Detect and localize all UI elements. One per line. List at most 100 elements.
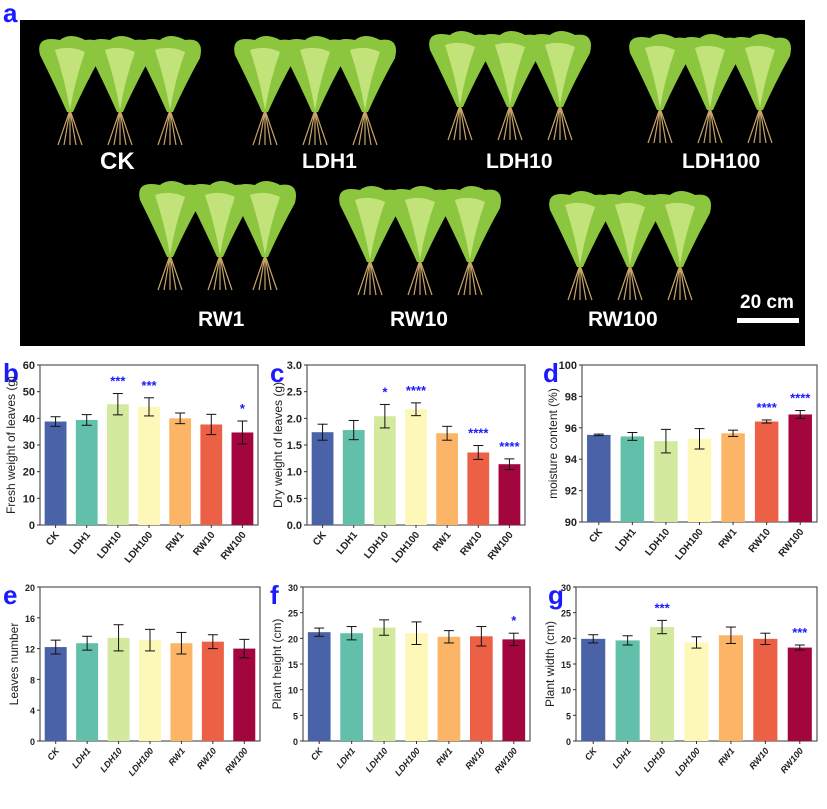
lettuce-plant <box>89 36 151 146</box>
bar-ldh1 <box>620 436 645 522</box>
y-tick-label: 0.0 <box>287 520 302 532</box>
root <box>469 259 477 296</box>
bar-ck <box>44 421 67 525</box>
bar-rw100 <box>231 432 254 525</box>
chart-b: 0 10 20 30 40 50 60 Fresh weight of leaves (g) C… <box>4 360 259 566</box>
root <box>264 254 278 291</box>
treatment-label-ldh1: LDH1 <box>302 150 357 173</box>
y-tick-label: 5 <box>293 711 298 721</box>
y-tick-label: 10 <box>288 686 298 696</box>
panel-label-d: d <box>543 358 559 388</box>
root <box>617 264 631 301</box>
root <box>264 109 272 146</box>
x-tick-label: CK <box>309 745 326 763</box>
bar-rw100 <box>502 639 526 741</box>
lettuce-plant <box>529 31 591 141</box>
y-tick-label: 10 <box>561 686 571 696</box>
root <box>547 104 561 141</box>
lettuce-plant <box>139 36 201 146</box>
y-tick-label: 3.0 <box>287 360 302 372</box>
root <box>753 107 761 144</box>
root <box>457 259 471 296</box>
bar-ldh1 <box>75 419 98 525</box>
root <box>679 264 687 301</box>
significance-marker: **** <box>468 426 489 441</box>
significance-marker: * <box>240 401 246 416</box>
root <box>119 109 127 146</box>
bar-ck <box>44 647 67 741</box>
bar-ldh10 <box>106 404 129 525</box>
bar-ldh1 <box>76 643 99 741</box>
significance-marker: **** <box>790 391 811 406</box>
root <box>453 104 461 141</box>
y-tick-label: 15 <box>561 660 571 670</box>
lettuce-inner-leaf <box>250 192 280 255</box>
bar-rw100 <box>498 464 521 525</box>
y-tick-label: 0 <box>566 737 571 747</box>
root <box>219 254 227 291</box>
y-tick-label: 16 <box>25 614 35 624</box>
lettuce-plant <box>479 31 541 141</box>
x-tick-label: LDH100 <box>393 746 422 778</box>
root <box>497 104 511 141</box>
root <box>363 259 371 296</box>
root <box>219 254 233 291</box>
y-axis-label: Leaves number <box>7 623 21 706</box>
x-tick-label: LDH100 <box>123 530 156 566</box>
lettuce-plant <box>649 191 711 301</box>
lettuce-plant <box>729 34 791 144</box>
significance-marker: **** <box>406 383 427 398</box>
bar-ck <box>581 638 606 741</box>
x-tick-label: RW10 <box>463 746 487 771</box>
y-tick-label: 0 <box>29 520 35 532</box>
root <box>352 109 366 146</box>
lettuce-inner-leaf <box>205 192 235 255</box>
y-tick-label: 30 <box>23 440 35 452</box>
root <box>407 259 421 296</box>
root <box>503 104 511 141</box>
x-tick-label: LDH1 <box>610 746 633 770</box>
lettuce-photo: CK LDH1 LDH10 LDH100 RW1 RW10 RW100 20 c… <box>20 20 805 346</box>
x-tick-label: LDH10 <box>362 530 391 562</box>
root <box>659 107 667 144</box>
bar-ldh10 <box>107 637 130 741</box>
lettuce-inner-leaf <box>455 197 485 260</box>
panel-label-e: e <box>3 580 18 610</box>
root <box>369 259 383 296</box>
y-axis-label: Fresh weight of leaves (g) <box>4 376 18 514</box>
y-axis-label: Plant width (cm) <box>543 621 557 707</box>
lettuce-inner-leaf <box>405 197 435 260</box>
root <box>559 104 573 141</box>
bar-ldh100 <box>687 438 712 522</box>
bar-rw100 <box>233 648 256 741</box>
x-tick-label: RW1 <box>716 746 736 768</box>
x-tick-label: CK <box>45 745 62 763</box>
x-tick-label: RW1 <box>434 746 454 768</box>
root <box>163 254 171 291</box>
lettuce-inner-leaf <box>645 45 675 108</box>
root <box>107 109 121 146</box>
lettuce-plant <box>139 181 201 291</box>
y-tick-label: 8 <box>30 675 35 685</box>
x-tick-label: RW100 <box>778 746 805 775</box>
significance-marker: *** <box>141 378 157 393</box>
bar-rw100 <box>787 647 812 741</box>
root <box>264 109 278 146</box>
bar-ck <box>587 434 611 522</box>
x-tick-label: LDH1 <box>334 746 357 770</box>
root <box>667 264 681 301</box>
y-tick-label: 20 <box>25 583 35 593</box>
significance-marker: * <box>511 613 517 628</box>
root <box>314 109 322 146</box>
root <box>314 109 328 146</box>
y-tick-label: 20 <box>561 634 571 644</box>
x-tick-label: CK <box>583 745 600 763</box>
bar-ldh100 <box>684 642 709 741</box>
x-tick-label: LDH1 <box>68 530 93 557</box>
root <box>679 264 693 301</box>
bar-rw100 <box>788 414 812 522</box>
y-tick-label: 60 <box>23 360 35 372</box>
x-tick-label: RW10 <box>191 530 217 559</box>
